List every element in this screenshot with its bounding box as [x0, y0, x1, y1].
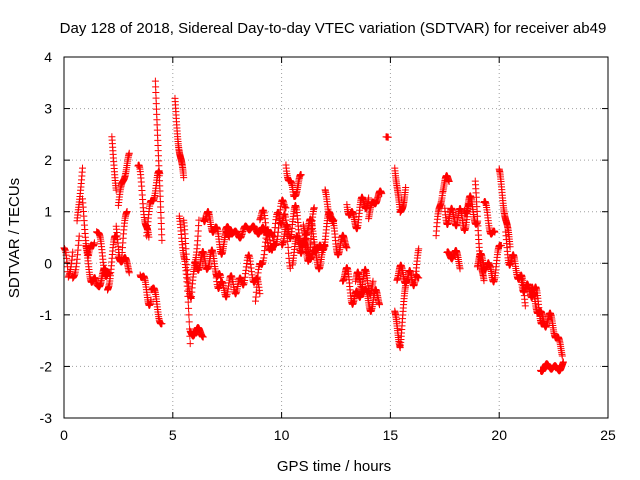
data-point [480, 277, 488, 285]
x-tick-label: 0 [60, 427, 68, 443]
data-point [369, 277, 377, 285]
data-point [491, 228, 499, 236]
y-axis-label: SDTVAR / TECUs [6, 178, 23, 298]
data-point [256, 290, 264, 298]
data-point [376, 301, 384, 309]
y-tick-label: 3 [44, 101, 52, 117]
data-point [343, 244, 351, 252]
data-point [310, 204, 318, 212]
data-point [497, 241, 505, 249]
data-point [69, 248, 77, 256]
y-tick-label: -1 [40, 307, 53, 323]
data-point [297, 171, 305, 179]
data-point [384, 133, 392, 141]
data-point [125, 149, 133, 157]
data-point [125, 269, 133, 277]
data-point [184, 298, 192, 306]
data-point [521, 302, 529, 310]
data-point [445, 178, 453, 186]
axis-ticks: 0 5 10 15 20 25 -3 -2 -1 0 1 2 3 4 [40, 49, 616, 443]
x-tick-label: 20 [491, 427, 507, 443]
data-point [185, 304, 193, 312]
y-tick-label: 0 [44, 255, 52, 271]
data-point [506, 243, 514, 251]
data-point [415, 274, 423, 282]
data-point [147, 296, 155, 304]
data-point [558, 352, 566, 360]
data-point [186, 340, 194, 348]
data-point [378, 190, 386, 198]
data-point [90, 239, 98, 247]
x-tick-label: 5 [169, 427, 177, 443]
y-tick-label: 2 [44, 152, 52, 168]
data-point [123, 208, 131, 216]
data-point [78, 164, 86, 172]
data-series-sdtvar [60, 77, 567, 375]
y-tick-label: -3 [40, 410, 53, 426]
x-tick-label: 10 [274, 427, 290, 443]
data-point [158, 320, 166, 328]
chart-title: Day 128 of 2018, Sidereal Day-to-day VTE… [60, 20, 607, 37]
data-point [75, 232, 83, 240]
data-point [185, 318, 193, 326]
data-point [180, 174, 188, 182]
x-tick-label: 15 [383, 427, 399, 443]
y-tick-label: 1 [44, 204, 52, 220]
x-tick-label: 25 [600, 427, 616, 443]
data-point [185, 311, 193, 319]
grid [64, 57, 608, 418]
data-point [456, 265, 464, 273]
data-point [365, 194, 373, 202]
data-point [402, 183, 410, 191]
x-axis-label: GPS time / hours [277, 458, 391, 475]
plot-frame [63, 56, 609, 419]
data-point [199, 333, 207, 341]
y-tick-label: 4 [44, 49, 52, 65]
data-point [158, 236, 166, 244]
data-point [559, 358, 567, 366]
y-tick-label: -2 [40, 358, 53, 374]
data-point [282, 204, 290, 212]
data-point [415, 245, 423, 253]
